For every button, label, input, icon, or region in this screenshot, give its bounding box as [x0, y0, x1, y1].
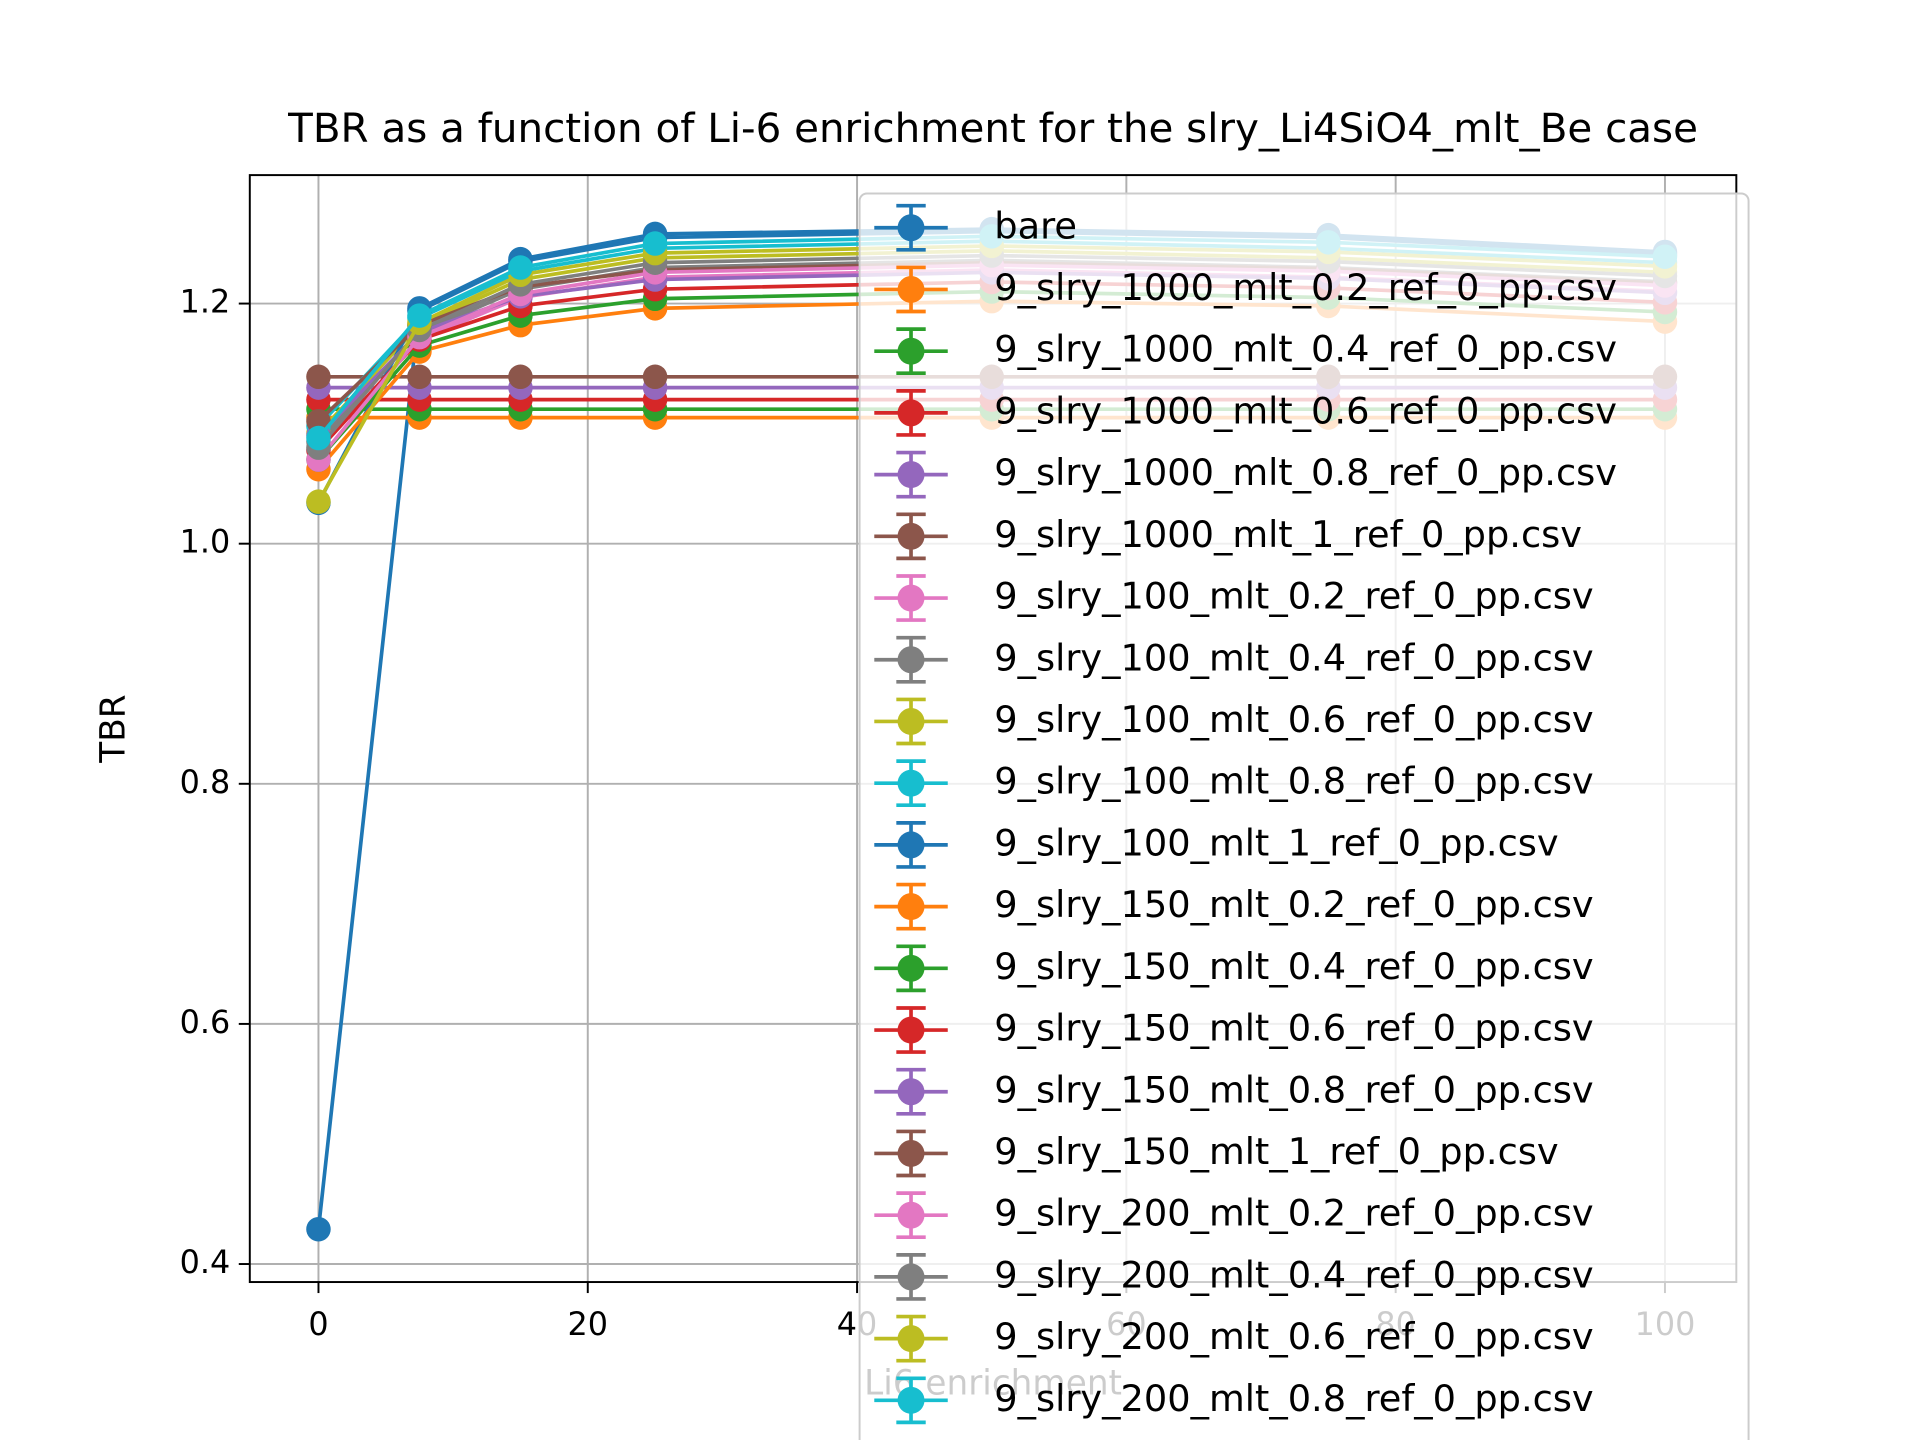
- legend: bare 9_slry_1000_mlt_0.2_ref_0_pp.csv 9_sl…: [858, 192, 1750, 1440]
- series-marker: [508, 364, 533, 390]
- y-axis-label: TBR: [94, 694, 134, 763]
- legend-marker: [897, 1386, 925, 1414]
- x-tick-label: 0: [308, 1305, 328, 1343]
- legend-label: 9_slry_150_mlt_0.2_ref_0_pp.csv: [994, 883, 1593, 926]
- legend-label: 9_slry_100_mlt_0.4_ref_0_pp.csv: [994, 636, 1593, 679]
- legend-marker: [897, 1263, 925, 1291]
- series-marker: [306, 489, 331, 514]
- series-marker: [642, 231, 668, 256]
- legend-marker: [897, 1016, 925, 1044]
- series-marker: [508, 255, 533, 280]
- legend-marker: [897, 399, 925, 427]
- legend-label: 9_slry_1000_mlt_0.4_ref_0_pp.csv: [994, 328, 1617, 371]
- y-tick-label: 0.8: [180, 763, 231, 801]
- legend-label: 9_slry_150_mlt_1_ref_0_pp.csv: [994, 1130, 1558, 1173]
- legend-label: 9_slry_1000_mlt_0.2_ref_0_pp.csv: [994, 266, 1617, 309]
- legend-marker: [897, 337, 925, 365]
- series-marker: [306, 408, 331, 434]
- legend-marker: [897, 708, 925, 735]
- legend-marker: [897, 214, 925, 242]
- series-marker: [642, 364, 668, 390]
- series-marker: [306, 364, 331, 390]
- legend-label: 9_slry_150_mlt_0.4_ref_0_pp.csv: [994, 945, 1593, 988]
- legend-label: 9_slry_150_mlt_0.8_ref_0_pp.csv: [994, 1068, 1593, 1111]
- legend-label: bare: [994, 204, 1077, 247]
- legend-label: 9_slry_200_mlt_0.6_ref_0_pp.csv: [994, 1315, 1593, 1358]
- legend-marker: [897, 831, 925, 859]
- legend-marker: [897, 584, 925, 612]
- legend-marker: [897, 522, 925, 550]
- legend-marker: [897, 1078, 925, 1106]
- legend-marker: [897, 954, 925, 982]
- series-marker: [407, 303, 432, 328]
- x-tick-label: 20: [568, 1305, 609, 1343]
- legend-marker: [897, 1325, 925, 1353]
- legend-label: 9_slry_100_mlt_0.8_ref_0_pp.csv: [994, 760, 1593, 803]
- legend-label: 9_slry_100_mlt_0.6_ref_0_pp.csv: [994, 698, 1593, 741]
- series-marker: [306, 425, 331, 451]
- legend-marker: [897, 1140, 925, 1167]
- legend-label: 9_slry_200_mlt_0.2_ref_0_pp.csv: [994, 1192, 1593, 1235]
- legend-marker: [897, 646, 925, 674]
- y-tick-label: 1.2: [180, 283, 231, 321]
- legend-label: 9_slry_1000_mlt_1_ref_0_pp.csv: [994, 513, 1582, 556]
- legend-marker: [897, 769, 925, 797]
- legend-marker: [897, 1201, 925, 1229]
- legend-label: 9_slry_150_mlt_0.6_ref_0_pp.csv: [994, 1007, 1593, 1050]
- legend-label: 9_slry_1000_mlt_0.8_ref_0_pp.csv: [994, 451, 1617, 494]
- legend-marker: [897, 461, 925, 489]
- legend-label: 9_slry_100_mlt_0.2_ref_0_pp.csv: [994, 575, 1593, 618]
- legend-label: 9_slry_1000_mlt_0.6_ref_0_pp.csv: [994, 389, 1617, 432]
- legend-box: [858, 192, 1750, 1440]
- y-tick-label: 0.4: [180, 1243, 231, 1281]
- legend-label: 9_slry_100_mlt_1_ref_0_pp.csv: [994, 821, 1558, 864]
- y-tick-label: 0.6: [180, 1003, 231, 1041]
- series-marker: [407, 364, 432, 390]
- chart-title: TBR as a function of Li-6 enrichment for…: [287, 104, 1698, 152]
- legend-label: 9_slry_200_mlt_0.8_ref_0_pp.csv: [994, 1377, 1593, 1420]
- legend-marker: [897, 893, 925, 921]
- legend-label: 9_slry_200_mlt_0.4_ref_0_pp.csv: [994, 1253, 1593, 1296]
- y-tick-label: 1.0: [180, 523, 231, 561]
- series-marker: [306, 1216, 331, 1242]
- legend-marker: [897, 276, 925, 303]
